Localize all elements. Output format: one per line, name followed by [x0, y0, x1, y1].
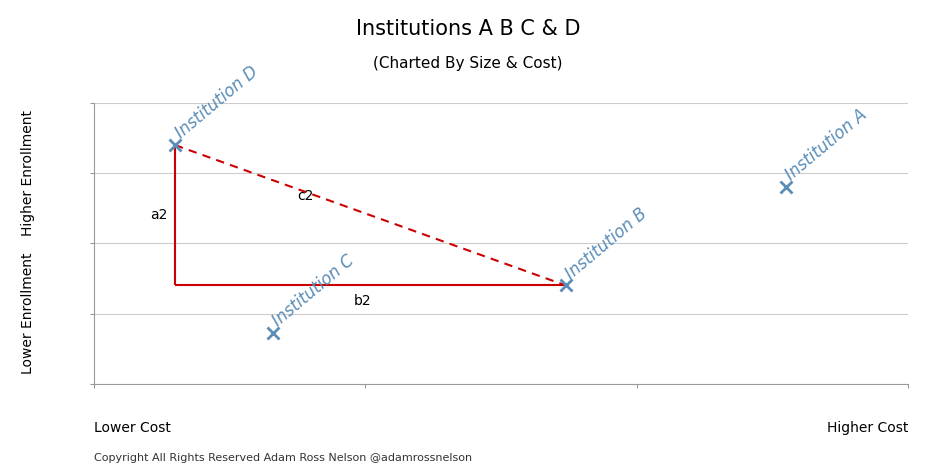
Text: Higher Enrollment: Higher Enrollment: [22, 110, 35, 236]
Text: Copyright All Rights Reserved Adam Ross Nelson @adamrossnelson: Copyright All Rights Reserved Adam Ross …: [94, 453, 472, 463]
Text: (Charted By Size & Cost): (Charted By Size & Cost): [373, 56, 563, 71]
Text: Higher Cost: Higher Cost: [826, 421, 908, 435]
Text: Lower Enrollment: Lower Enrollment: [22, 253, 35, 374]
Text: Institution B: Institution B: [563, 205, 651, 283]
Text: b2: b2: [354, 294, 372, 308]
Text: Institution C: Institution C: [270, 252, 358, 330]
Text: Institution A: Institution A: [782, 106, 870, 184]
Text: a2: a2: [151, 208, 168, 222]
Text: c2: c2: [298, 189, 314, 203]
Text: Lower Cost: Lower Cost: [94, 421, 170, 435]
Text: Institutions A B C & D: Institutions A B C & D: [356, 19, 580, 39]
Text: Institution D: Institution D: [171, 63, 261, 142]
